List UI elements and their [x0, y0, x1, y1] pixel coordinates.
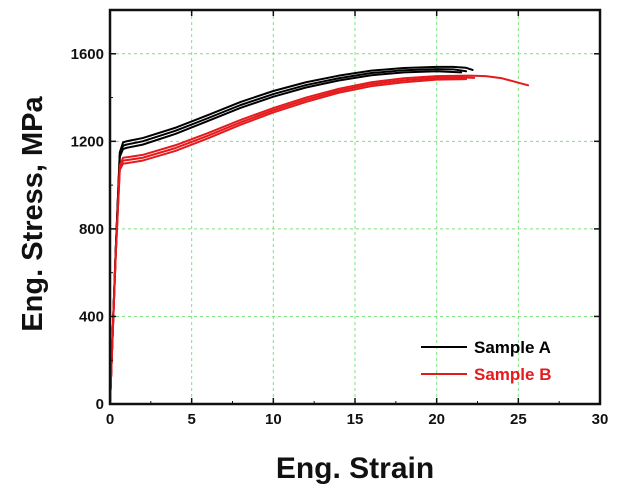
- series-line-sample-b-5: [109, 76, 476, 405]
- y-tick-label: 800: [79, 221, 104, 238]
- y-tick-label: 1200: [71, 133, 104, 150]
- series-layer: [109, 65, 530, 405]
- series-line-sample-a-2: [109, 68, 468, 405]
- legend-label-sample-b: Sample B: [474, 365, 551, 384]
- x-tick-label: 25: [510, 411, 527, 428]
- grid-layer: [110, 10, 600, 404]
- series-line-sample-a-3: [109, 70, 463, 405]
- legend: Sample A Sample B: [421, 338, 551, 384]
- x-tick-label: 30: [592, 411, 609, 428]
- y-tick-label: 0: [96, 396, 104, 413]
- series-line-sample-b-4: [109, 74, 530, 405]
- x-tick-label: 0: [106, 411, 114, 428]
- y-tick-label: 1600: [71, 46, 104, 63]
- x-tick-label: 10: [265, 411, 282, 428]
- x-tick-label: 5: [187, 411, 195, 428]
- x-axis-label: Eng. Strain: [276, 452, 434, 485]
- series-line-sample-b-6: [109, 78, 468, 405]
- series-line-sample-a-1: [109, 65, 474, 405]
- legend-label-sample-a: Sample A: [474, 338, 551, 357]
- y-axis-label: Eng. Stress, MPa: [17, 95, 49, 331]
- x-tick-label: 20: [428, 411, 445, 428]
- x-tick-label: 15: [347, 411, 364, 428]
- tick-layer: 0 5 10 15 20 25 30 0 400 800 1200 1600: [71, 10, 609, 428]
- y-tick-label: 400: [79, 308, 104, 325]
